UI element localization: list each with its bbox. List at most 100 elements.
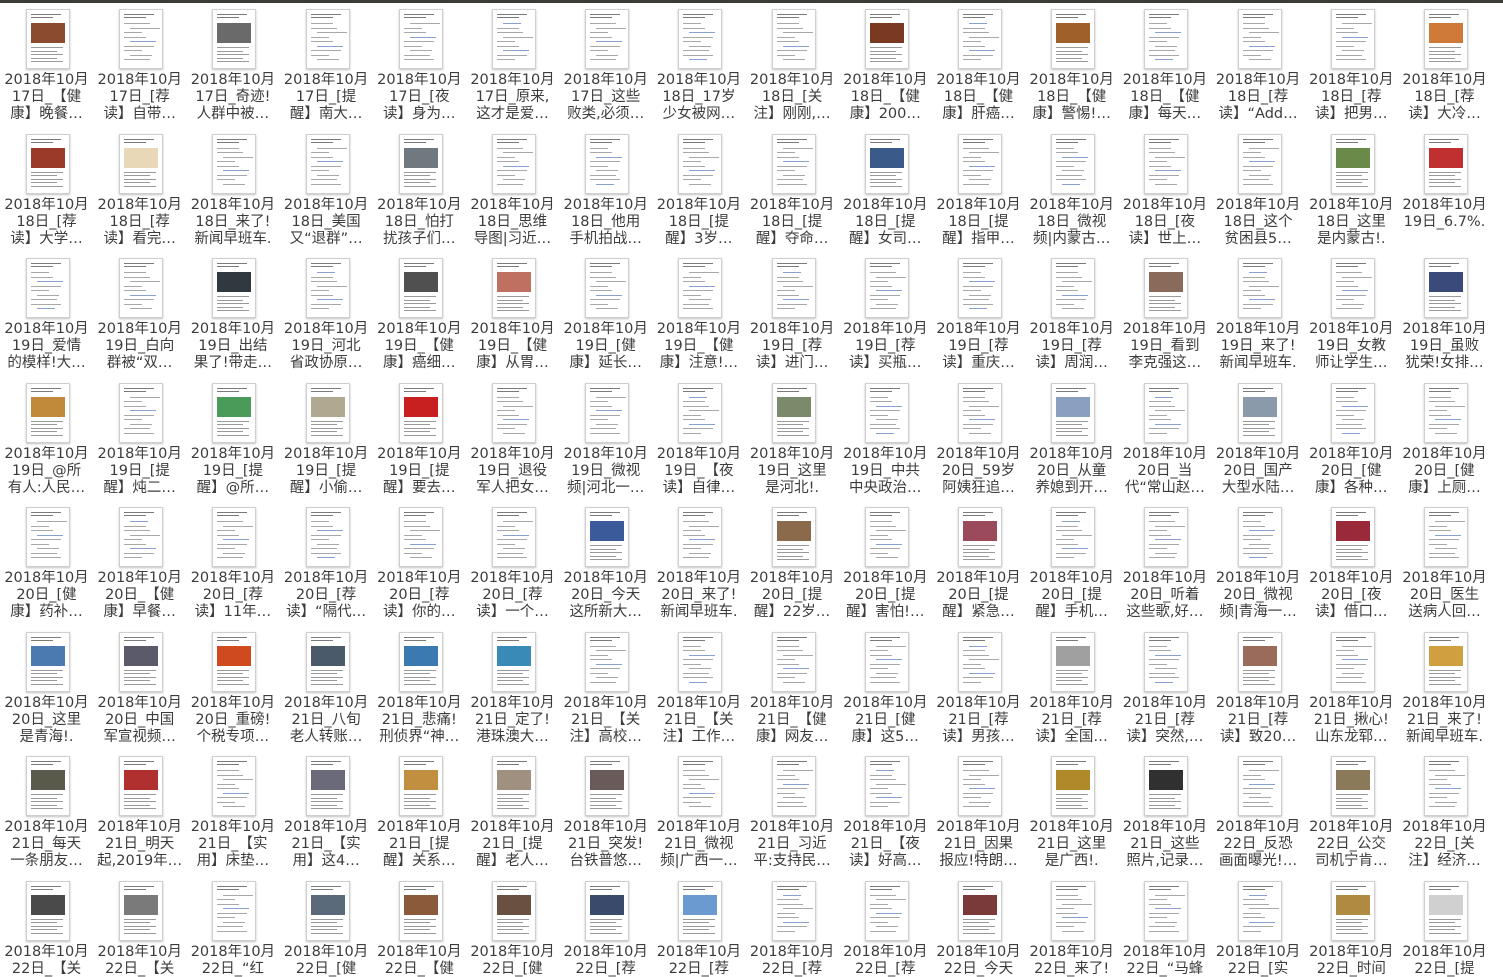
file-item[interactable]: 2018年10月 22日_时间	[1305, 875, 1398, 977]
file-item[interactable]: 2018年10月 18日_[荐 读】把男…	[1305, 3, 1398, 127]
file-item[interactable]: 2018年10月 22日_[健	[280, 875, 373, 977]
file-item[interactable]: 2018年10月 21日_【关 注】工作…	[652, 626, 745, 750]
file-item[interactable]: 2018年10月 19日_6.7%.	[1398, 128, 1491, 252]
file-item[interactable]: 2018年10月 21日_[健 康】这5…	[839, 626, 932, 750]
file-item[interactable]: 2018年10月 21日_突发! 台铁普悠…	[559, 750, 652, 874]
file-item[interactable]: 2018年10月 22日_公交 司机宁肯…	[1305, 750, 1398, 874]
file-item[interactable]: 2018年10月 17日_[夜 读】身为…	[373, 3, 466, 127]
file-item[interactable]: 2018年10月 20日_[荐 读】你的…	[373, 501, 466, 625]
file-item[interactable]: 2018年10月 21日_[荐 读】突然,…	[1118, 626, 1211, 750]
file-item[interactable]: 2018年10月 20日_[健 康】药补…	[0, 501, 93, 625]
file-item[interactable]: 2018年10月 21日_【夜 读】好高…	[839, 750, 932, 874]
file-item[interactable]: 2018年10月 20日_国产 大型水陆…	[1212, 377, 1305, 501]
file-item[interactable]: 2018年10月 19日_[提 醒】炖二…	[93, 377, 186, 501]
file-item[interactable]: 2018年10月 18日_[荐 读】大冷…	[1398, 3, 1491, 127]
file-item[interactable]: 2018年10月 20日_[提 醒】害怕!…	[839, 501, 932, 625]
file-item[interactable]: 2018年10月 18日_[荐 读】看完…	[93, 128, 186, 252]
file-item[interactable]: 2018年10月 22日_来了!	[1025, 875, 1118, 977]
file-item[interactable]: 2018年10月 21日_【实 用】床垫…	[186, 750, 279, 874]
file-item[interactable]: 2018年10月 21日_来了! 新闻早班车.	[1398, 626, 1491, 750]
file-item[interactable]: 2018年10月 19日_[荐 读】进门…	[746, 252, 839, 376]
file-item[interactable]: 2018年10月 18日_思维 导图|习近…	[466, 128, 559, 252]
file-item[interactable]: 2018年10月 19日_看到 李克强这…	[1118, 252, 1211, 376]
file-item[interactable]: 2018年10月 18日_[提 醒】指甲…	[932, 128, 1025, 252]
file-item[interactable]: 2018年10月 18日_【健 康】每天…	[1118, 3, 1211, 127]
file-item[interactable]: 2018年10月 19日_女教 师让学生…	[1305, 252, 1398, 376]
file-item[interactable]: 2018年10月 18日_怕打 扰孩子们…	[373, 128, 466, 252]
file-item[interactable]: 2018年10月 20日_听着 这些歌,好…	[1118, 501, 1211, 625]
file-item[interactable]: 2018年10月 19日_【健 康】从胃…	[466, 252, 559, 376]
file-item[interactable]: 2018年10月 18日_【健 康】肝癌…	[932, 3, 1025, 127]
file-item[interactable]: 2018年10月 19日_【健 康】癌细…	[373, 252, 466, 376]
file-item[interactable]: 2018年10月 18日_【健 康】警惕!…	[1025, 3, 1118, 127]
file-item[interactable]: 2018年10月 22日_反恐 画面曝光!…	[1212, 750, 1305, 874]
file-item[interactable]: 2018年10月 17日_[荐 读】自带…	[93, 3, 186, 127]
file-item[interactable]: 2018年10月 21日_悲痛! 刑侦界“神…	[373, 626, 466, 750]
file-item[interactable]: 2018年10月 18日_他用 手机拍战…	[559, 128, 652, 252]
file-item[interactable]: 2018年10月 21日_明天 起,2019年…	[93, 750, 186, 874]
file-item[interactable]: 2018年10月 22日_[提	[1398, 875, 1491, 977]
file-item[interactable]: 2018年10月 20日_今天 这所新大…	[559, 501, 652, 625]
file-item[interactable]: 2018年10月 19日_【健 康】注意!…	[652, 252, 745, 376]
file-item[interactable]: 2018年10月 20日_【健 康】早餐…	[93, 501, 186, 625]
file-item[interactable]: 2018年10月 17日_这些 败类,必须…	[559, 3, 652, 127]
file-item[interactable]: 2018年10月 17日_奇迹! 人群中被…	[186, 3, 279, 127]
file-item[interactable]: 2018年10月 19日_出结 果了!带走…	[186, 252, 279, 376]
file-item[interactable]: 2018年10月 20日_[荐 读】11年…	[186, 501, 279, 625]
file-item[interactable]: 2018年10月 18日_17岁 少女被网…	[652, 3, 745, 127]
file-item[interactable]: 2018年10月 21日_定了! 港珠澳大…	[466, 626, 559, 750]
file-item[interactable]: 2018年10月 19日_[提 醒】@所…	[186, 377, 279, 501]
file-item[interactable]: 2018年10月 21日_[荐 读】男孩…	[932, 626, 1025, 750]
file-item[interactable]: 2018年10月 20日_重磅! 个税专项…	[186, 626, 279, 750]
file-item[interactable]: 2018年10月 20日_59岁 阿姨狂追…	[932, 377, 1025, 501]
file-item[interactable]: 2018年10月 18日_[荐 读】“Add…	[1212, 3, 1305, 127]
file-item[interactable]: 2018年10月 19日_【夜 读】自律…	[652, 377, 745, 501]
file-item[interactable]: 2018年10月 18日_这里 是内蒙古!.	[1305, 128, 1398, 252]
file-item[interactable]: 2018年10月 22日_【关	[93, 875, 186, 977]
file-item[interactable]: 2018年10月 21日_微视 频|广西一…	[652, 750, 745, 874]
file-item[interactable]: 2018年10月 22日_“红	[186, 875, 279, 977]
file-item[interactable]: 2018年10月 19日_微视 频|河北一…	[559, 377, 652, 501]
file-item[interactable]: 2018年10月 19日_[荐 读】重庆…	[932, 252, 1025, 376]
file-item[interactable]: 2018年10月 19日_[荐 读】周润…	[1025, 252, 1118, 376]
file-item[interactable]: 2018年10月 19日_[提 醒】要去…	[373, 377, 466, 501]
file-item[interactable]: 2018年10月 21日_这些 照片,记录…	[1118, 750, 1211, 874]
file-item[interactable]: 2018年10月 21日_[荐 读】全国…	[1025, 626, 1118, 750]
file-item[interactable]: 2018年10月 20日_这里 是青海!.	[0, 626, 93, 750]
file-item[interactable]: 2018年10月 21日_习近 平:支持民…	[746, 750, 839, 874]
file-item[interactable]: 2018年10月 21日_[荐 读】致20…	[1212, 626, 1305, 750]
file-item[interactable]: 2018年10月 20日_[提 醒】22岁…	[746, 501, 839, 625]
file-item[interactable]: 2018年10月 20日_[提 醒】紧急…	[932, 501, 1025, 625]
file-item[interactable]: 2018年10月 19日_中共 中央政治…	[839, 377, 932, 501]
file-item[interactable]: 2018年10月 22日_今天	[932, 875, 1025, 977]
file-item[interactable]: 2018年10月 22日_[荐	[746, 875, 839, 977]
file-item[interactable]: 2018年10月 18日_[荐 读】大学…	[0, 128, 93, 252]
file-item[interactable]: 2018年10月 22日_【关	[0, 875, 93, 977]
file-item[interactable]: 2018年10月 17日_【健 康】晚餐…	[0, 3, 93, 127]
file-item[interactable]: 2018年10月 20日_来了! 新闻早班车.	[652, 501, 745, 625]
file-item[interactable]: 2018年10月 20日_从童 养媳到开…	[1025, 377, 1118, 501]
file-item[interactable]: 2018年10月 20日_[健 康】各种…	[1305, 377, 1398, 501]
file-item[interactable]: 2018年10月 19日_[健 康】延长…	[559, 252, 652, 376]
file-item[interactable]: 2018年10月 19日_[提 醒】小偷…	[280, 377, 373, 501]
file-item[interactable]: 2018年10月 18日_微视 频|内蒙古…	[1025, 128, 1118, 252]
file-item[interactable]: 2018年10月 22日_[荐	[559, 875, 652, 977]
file-item[interactable]: 2018年10月 19日_[荐 读】买瓶…	[839, 252, 932, 376]
file-item[interactable]: 2018年10月 21日_八旬 老人转账…	[280, 626, 373, 750]
file-item[interactable]: 2018年10月 18日_[提 醒】3岁…	[652, 128, 745, 252]
file-item[interactable]: 2018年10月 18日_[夜 读】世上…	[1118, 128, 1211, 252]
file-item[interactable]: 2018年10月 22日_[实	[1212, 875, 1305, 977]
file-item[interactable]: 2018年10月 21日_[提 醒】老人…	[466, 750, 559, 874]
file-item[interactable]: 2018年10月 20日_当 代“常山赵…	[1118, 377, 1211, 501]
file-item[interactable]: 2018年10月 19日_白向 群被“双…	[93, 252, 186, 376]
file-item[interactable]: 2018年10月 19日_退役 军人把女…	[466, 377, 559, 501]
file-item[interactable]: 2018年10月 21日_【健 康】网友…	[746, 626, 839, 750]
file-item[interactable]: 2018年10月 22日_【健	[373, 875, 466, 977]
file-item[interactable]: 2018年10月 18日_[关 注】刚刚,…	[746, 3, 839, 127]
file-item[interactable]: 2018年10月 20日_[荐 读】一个…	[466, 501, 559, 625]
file-item[interactable]: 2018年10月 20日_医生 送病人回…	[1398, 501, 1491, 625]
file-item[interactable]: 2018年10月 19日_@所 有人:人民…	[0, 377, 93, 501]
file-item[interactable]: 2018年10月 21日_【实 用】这4…	[280, 750, 373, 874]
file-item[interactable]: 2018年10月 18日_[提 醒】女司…	[839, 128, 932, 252]
file-item[interactable]: 2018年10月 19日_虽败 犹荣!女排…	[1398, 252, 1491, 376]
